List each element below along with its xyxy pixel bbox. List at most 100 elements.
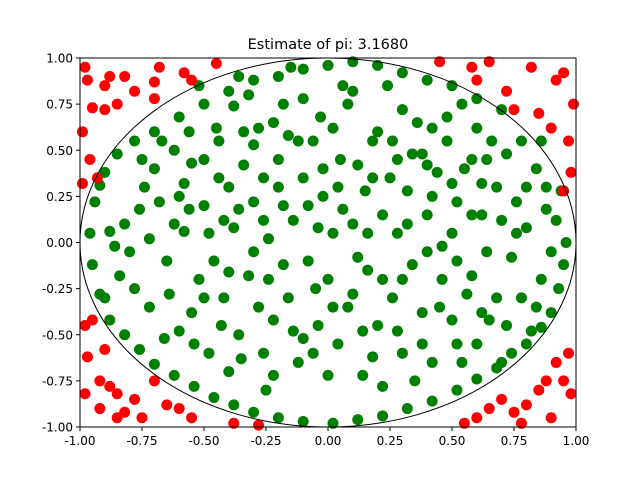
inside-point (456, 98, 468, 110)
inside-point (168, 144, 180, 156)
inside-point (248, 406, 260, 418)
inside-point (334, 153, 346, 165)
inside-point (310, 283, 322, 295)
inside-point (307, 135, 319, 147)
inside-point (461, 288, 473, 300)
inside-point (466, 270, 478, 282)
inside-point (161, 255, 173, 267)
inside-point (553, 283, 565, 295)
outside-point (129, 85, 141, 97)
inside-point (186, 157, 198, 169)
inside-point (483, 314, 495, 326)
inside-point (215, 320, 227, 332)
inside-point (292, 135, 304, 147)
outside-point (161, 399, 173, 411)
inside-point (466, 209, 478, 221)
inside-point (510, 196, 522, 208)
inside-point (243, 89, 255, 101)
inside-point (352, 414, 364, 426)
inside-point (307, 347, 319, 359)
outside-point (94, 403, 106, 415)
outside-point (153, 61, 165, 73)
x-tick-label: 0.00 (315, 434, 342, 448)
inside-point (168, 218, 180, 230)
outside-point (84, 153, 96, 165)
outside-point (563, 135, 575, 147)
inside-point (248, 196, 260, 208)
inside-point (515, 135, 527, 147)
inside-point (515, 292, 527, 304)
inside-point (401, 218, 413, 230)
inside-point (372, 126, 384, 138)
y-tick-label: 0.75 (46, 98, 73, 112)
inside-point (156, 135, 168, 147)
inside-point (327, 417, 339, 429)
inside-point (272, 181, 284, 193)
inside-point (124, 246, 136, 258)
inside-point (384, 172, 396, 184)
inside-point (297, 172, 309, 184)
inside-point (406, 148, 418, 160)
inside-point (357, 369, 369, 381)
inside-point (436, 240, 448, 252)
inside-point (297, 415, 309, 427)
outside-point (228, 417, 240, 429)
inside-point (282, 129, 294, 141)
outside-point (550, 356, 562, 368)
inside-point (386, 292, 398, 304)
inside-point (421, 246, 433, 258)
inside-point (235, 353, 247, 365)
inside-point (506, 347, 518, 359)
inside-point (322, 273, 334, 285)
inside-point (129, 135, 141, 147)
inside-point (377, 380, 389, 392)
outside-point (545, 122, 557, 134)
y-tick-label: -1.00 (42, 421, 73, 435)
inside-point (421, 209, 433, 221)
outside-point (520, 399, 532, 411)
inside-point (367, 351, 379, 363)
inside-point (411, 117, 423, 129)
inside-point (540, 203, 552, 215)
inside-point (520, 338, 532, 350)
inside-point (520, 222, 532, 234)
inside-point (143, 301, 155, 313)
outside-point (173, 403, 185, 415)
inside-point (134, 203, 146, 215)
y-tick-label: 0.50 (46, 144, 73, 158)
outside-point (558, 375, 570, 387)
inside-point (267, 369, 279, 381)
inside-point (258, 347, 270, 359)
inside-point (297, 63, 309, 75)
inside-point (446, 227, 458, 239)
points-layer (76, 56, 580, 431)
inside-point (287, 214, 299, 226)
inside-point (535, 321, 547, 333)
y-axis: -1.00 -0.75 -0.50 -0.25 0.00 0.25 0.50 0.75 1.00 (42, 52, 80, 435)
inside-point (431, 166, 443, 178)
x-tick-label: 1.00 (563, 434, 590, 448)
inside-point (530, 163, 542, 175)
inside-point (352, 251, 364, 263)
outside-point (81, 351, 93, 363)
outside-point (210, 58, 222, 70)
inside-point (409, 375, 421, 387)
inside-point (218, 292, 230, 304)
inside-point (258, 172, 270, 184)
inside-point (223, 266, 235, 278)
inside-point (352, 159, 364, 171)
inside-point (332, 338, 344, 350)
inside-point (451, 338, 463, 350)
inside-point (396, 347, 408, 359)
inside-point (426, 395, 438, 407)
inside-point (426, 122, 438, 134)
inside-point (312, 320, 324, 332)
inside-point (491, 181, 503, 193)
inside-point (233, 329, 245, 341)
inside-point (357, 325, 369, 337)
inside-point (471, 373, 483, 385)
inside-point (136, 153, 148, 165)
inside-point (359, 185, 371, 197)
outside-point (86, 102, 98, 114)
inside-point (476, 307, 488, 319)
